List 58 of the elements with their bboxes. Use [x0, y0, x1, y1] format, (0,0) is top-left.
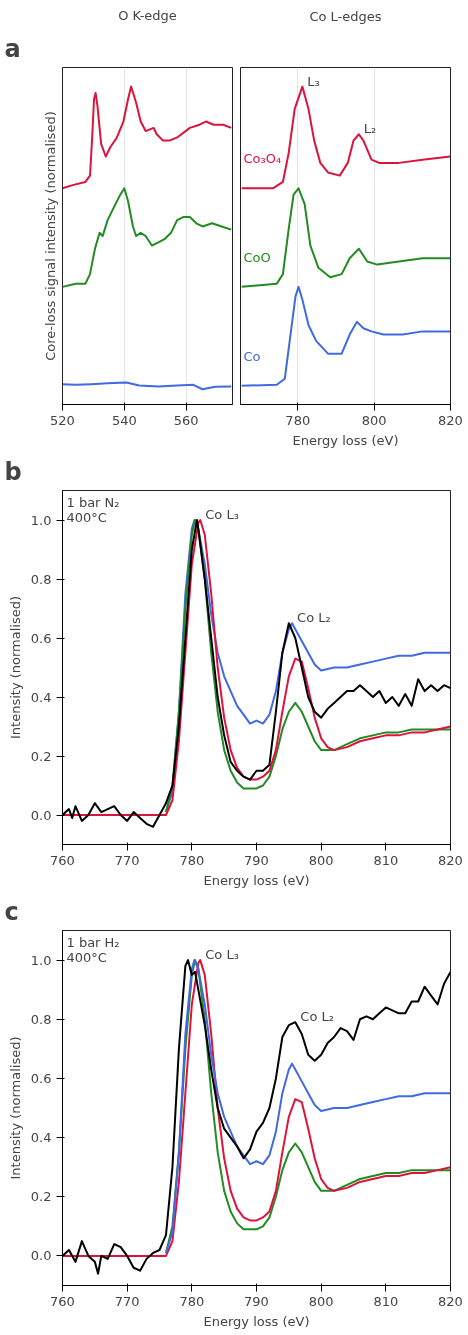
y-tick-label: 0.6	[30, 630, 52, 646]
x-tick-label: 780	[285, 412, 311, 428]
x-tick-label: 800	[308, 852, 334, 868]
x-tick-label: 820	[438, 852, 463, 868]
y-tick-label: 1.0	[30, 952, 52, 968]
chart-title: Co L-edges	[309, 8, 382, 24]
chart-title: O K-edge	[118, 7, 177, 23]
x-tick-label: 760	[50, 852, 75, 868]
y-tick-label: 1.0	[30, 512, 52, 528]
text: b	[4, 457, 22, 486]
y-tick-label: 0.6	[30, 1070, 52, 1086]
y-axis-title: Intensity (normalised)	[7, 1036, 23, 1180]
y-tick-label: 0.2	[30, 1189, 52, 1205]
annotation: Co L₃	[205, 507, 239, 522]
y-tick-label: 0.4	[30, 1130, 52, 1146]
text: c	[4, 897, 19, 926]
annotation: 400°C	[66, 509, 107, 525]
y-tick-label: 0.8	[30, 1011, 52, 1027]
x-tick-label: 770	[114, 852, 140, 868]
x-tick-label: 810	[373, 1293, 399, 1309]
text: a	[4, 34, 21, 63]
x-tick-label: 800	[361, 412, 387, 428]
annotation: Co L₂	[297, 610, 331, 626]
y-tick-label: 0.2	[30, 748, 52, 764]
series-label: Co	[243, 348, 261, 364]
x-axis-title: Energy loss (eV)	[203, 1313, 310, 1329]
annotation: 400°C	[66, 949, 107, 965]
series-label: CoO	[243, 249, 271, 265]
x-axis-title: Energy loss (eV)	[292, 432, 399, 448]
series-label: Co₃O₄	[243, 151, 282, 167]
annotation: L₂	[363, 121, 377, 137]
annotation: Co L₃	[205, 947, 239, 963]
x-tick-label: 770	[114, 1293, 140, 1309]
x-tick-label: 520	[50, 412, 75, 428]
y-axis-title: Intensity (normalised)	[7, 595, 23, 740]
x-tick-label: 540	[111, 412, 137, 428]
x-tick-label: 810	[373, 852, 399, 868]
x-tick-label: 790	[244, 852, 269, 868]
y-tick-label: 0.0	[30, 807, 52, 823]
y-tick-label: 0.4	[30, 689, 52, 705]
x-tick-label: 560	[173, 412, 199, 428]
x-axis-title: Energy loss (eV)	[203, 872, 310, 888]
line-series	[164, 519, 451, 814]
x-tick-label: 820	[438, 1293, 463, 1309]
annotation: 1 bar H₂	[66, 934, 120, 950]
annotation: Co L₂	[300, 1009, 334, 1025]
line-series	[164, 959, 451, 1254]
annotation: L₃	[307, 73, 320, 89]
y-tick-label: 0.0	[30, 1248, 52, 1264]
y-axis-title: Core-loss signal intensity (normalised)	[42, 111, 58, 361]
x-tick-label: 780	[179, 1293, 205, 1309]
x-tick-label: 800	[308, 1293, 334, 1309]
x-tick-label: 790	[244, 1293, 269, 1309]
y-tick-label: 0.8	[30, 571, 52, 587]
x-tick-label: 820	[438, 412, 463, 428]
x-tick-label: 760	[50, 1293, 75, 1309]
annotation: 1 bar N₂	[66, 494, 120, 510]
x-tick-label: 780	[179, 852, 205, 868]
